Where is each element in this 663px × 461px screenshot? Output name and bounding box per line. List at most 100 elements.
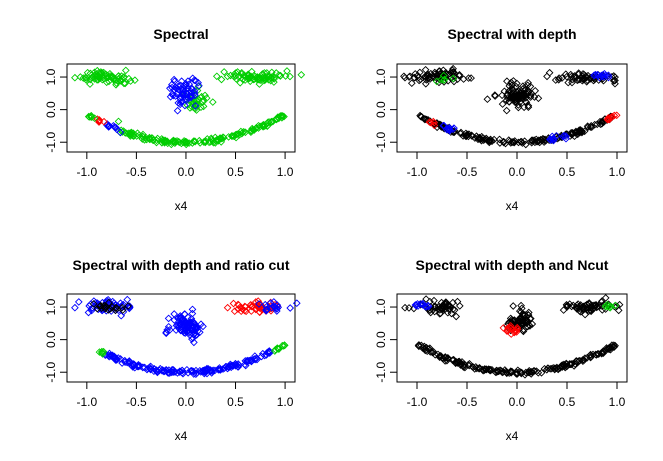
data-point: [218, 134, 226, 143]
data-point: [160, 138, 169, 147]
data-point: [455, 302, 464, 310]
data-point: [543, 72, 551, 81]
data-point: [183, 365, 191, 374]
data-point: [429, 348, 438, 356]
data-point: [609, 343, 618, 351]
data-point: [512, 328, 521, 336]
data-point: [507, 368, 516, 376]
data-point: [601, 294, 610, 302]
data-point: [176, 320, 184, 329]
data-point: [421, 79, 430, 88]
data-point: [462, 131, 471, 140]
data-point: [183, 101, 192, 110]
data-point: [510, 137, 519, 145]
data-point: [123, 295, 132, 304]
data-point: [256, 76, 265, 85]
data-point: [585, 300, 594, 308]
data-point: [223, 303, 232, 312]
y-axis: -1.0 0.0 1.0: [44, 298, 67, 383]
data-point: [205, 138, 213, 147]
x-axis: -1.0 -0.5 0.0 0.5 1.0: [407, 382, 626, 409]
data-point: [561, 70, 570, 79]
data-point: [102, 78, 111, 87]
data-point: [179, 90, 187, 98]
data-point: [532, 367, 541, 376]
data-point: [410, 73, 419, 82]
data-point: [522, 313, 531, 321]
data-point: [194, 327, 202, 335]
data-point: [471, 134, 479, 142]
data-point: [126, 77, 135, 85]
y-tick-label: 1.0: [374, 298, 388, 315]
data-point: [260, 351, 269, 360]
x-axis: -1.0 -0.5 0.0 0.5 1.0: [76, 152, 294, 179]
data-point: [83, 68, 92, 77]
data-point: [209, 137, 217, 145]
data-point: [568, 359, 576, 368]
data-point: [418, 301, 427, 309]
data-point: [583, 122, 592, 131]
data-point: [176, 98, 185, 107]
data-point: [192, 369, 201, 377]
data-point: [460, 360, 469, 369]
data-point: [71, 73, 79, 82]
data-point: [174, 314, 182, 323]
data-point: [240, 306, 249, 315]
x-tick-label: 1.0: [609, 165, 626, 179]
data-point: [491, 91, 499, 99]
data-point: [467, 74, 475, 82]
x-tick-label: 0.0: [178, 395, 195, 409]
data-point: [464, 132, 473, 141]
data-point: [163, 137, 172, 146]
data-point: [105, 352, 114, 361]
data-point: [502, 106, 511, 115]
data-point: [457, 128, 465, 137]
data-point: [199, 98, 207, 106]
data-point: [526, 91, 535, 100]
data-point: [163, 326, 172, 334]
data-point: [134, 360, 143, 369]
data-point: [270, 75, 279, 83]
data-point: [124, 129, 133, 138]
data-point: [512, 79, 521, 88]
data-point: [524, 101, 533, 110]
data-point: [96, 74, 105, 82]
data-point: [401, 303, 409, 312]
data-point: [422, 343, 431, 352]
data-point: [592, 351, 601, 359]
data-point: [187, 84, 196, 92]
data-point: [572, 357, 581, 365]
panel-title: Spectral with depth and Ncut: [416, 257, 609, 273]
data-point: [587, 123, 596, 132]
data-point: [590, 120, 599, 129]
data-point: [176, 367, 184, 376]
data-point: [423, 347, 432, 356]
data-point: [438, 301, 447, 310]
data-point: [237, 68, 246, 77]
x-axis: -1.0 -0.5 0.0 0.5 1.0: [76, 382, 294, 409]
data-point: [84, 308, 93, 317]
data-point: [237, 129, 246, 138]
data-point: [93, 304, 102, 313]
data-point: [516, 94, 525, 103]
data-point: [483, 95, 492, 104]
data-point: [165, 366, 173, 374]
data-point: [526, 314, 535, 323]
data-point: [263, 119, 272, 128]
data-point: [262, 351, 271, 359]
data-point: [515, 87, 523, 95]
x-tick-label: -1.0: [407, 395, 428, 409]
data-point: [514, 103, 523, 112]
data-point: [191, 331, 200, 340]
data-point: [191, 137, 199, 146]
data-point: [104, 298, 113, 307]
data-point: [546, 135, 554, 144]
data-point: [152, 138, 161, 147]
data-point: [425, 118, 434, 126]
data-point: [448, 356, 457, 365]
data-point: [229, 299, 238, 308]
data-point: [208, 98, 217, 106]
data-point: [607, 302, 615, 311]
data-point: [534, 94, 543, 103]
data-point: [190, 76, 199, 85]
